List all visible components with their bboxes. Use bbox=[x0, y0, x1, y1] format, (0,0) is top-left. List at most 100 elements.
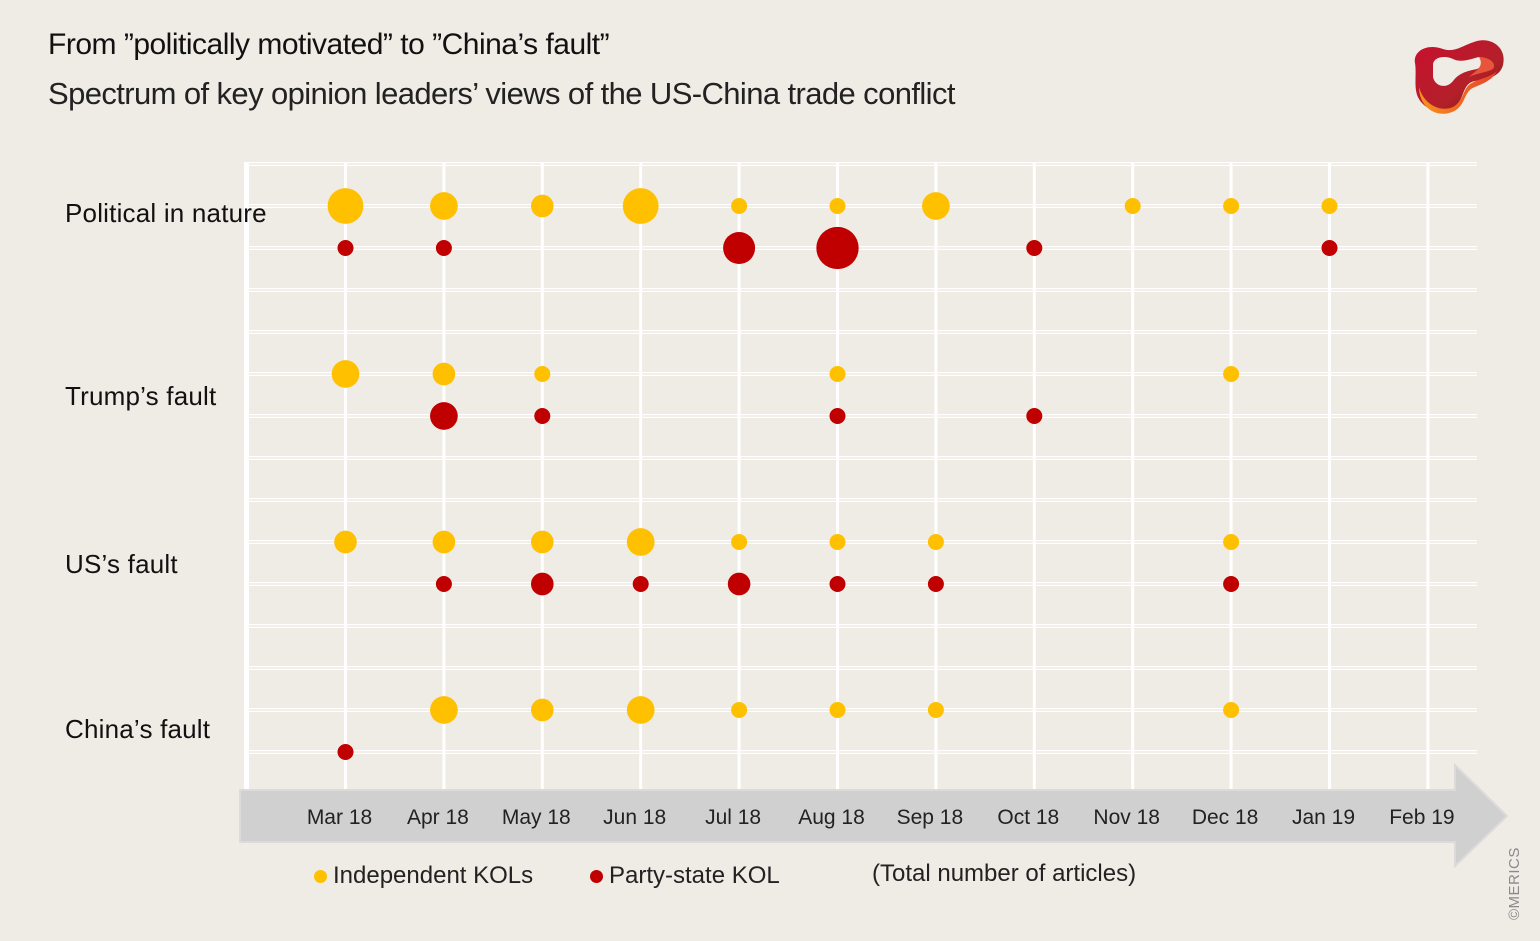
vertical-gridlines bbox=[344, 162, 1430, 790]
gridline-h bbox=[247, 290, 1477, 292]
x-tick-label: Sep 18 bbox=[897, 806, 964, 829]
gridline-h bbox=[247, 416, 1477, 418]
bubble-independent bbox=[1124, 198, 1141, 214]
legend-item-party-state: Party-state KOL bbox=[590, 862, 780, 890]
bubble-party-state bbox=[530, 572, 554, 596]
y-axis-line bbox=[244, 162, 249, 790]
gridline-v bbox=[344, 162, 347, 790]
bubble-independent bbox=[430, 192, 458, 220]
gridline-h bbox=[247, 750, 1477, 752]
gridline-v bbox=[934, 162, 938, 790]
legend-item-independent: Independent KOLs bbox=[314, 862, 533, 890]
gridline-h bbox=[247, 372, 1477, 374]
gridline-h bbox=[247, 708, 1477, 710]
x-tick-label: Aug 18 bbox=[798, 806, 865, 829]
gridline-v bbox=[1426, 162, 1430, 790]
bubble-party-state bbox=[727, 572, 751, 596]
gridline-h bbox=[247, 710, 1477, 712]
bubble-party-state bbox=[723, 232, 756, 264]
x-tick-labels: Mar 18 Apr 18 May 18 Jun 18 Jul 18 Aug 18 Sep … bbox=[307, 806, 1455, 829]
gridline-h bbox=[247, 668, 1477, 670]
gridline-v bbox=[1032, 162, 1036, 790]
bubble-party-state bbox=[632, 576, 649, 592]
bubble-party-state bbox=[1026, 240, 1043, 256]
category-label-trump: Trump’s fault bbox=[65, 381, 217, 411]
bubble-independent bbox=[331, 360, 360, 388]
bubble-independent bbox=[922, 192, 950, 220]
bubble-independent bbox=[1321, 198, 1338, 214]
bubble-party-state bbox=[927, 576, 944, 592]
chart-title: From ”politically motivated” to ”China’s… bbox=[48, 28, 610, 61]
bubble-independent bbox=[530, 530, 554, 554]
bubble-independent bbox=[622, 188, 659, 224]
gridline-h bbox=[247, 500, 1477, 502]
bubble-independent bbox=[927, 702, 944, 718]
gridline-v bbox=[737, 162, 741, 790]
horizontal-gridlines bbox=[247, 162, 1477, 754]
legend-label-independent: Independent KOLs bbox=[333, 862, 534, 889]
bubble-independent bbox=[1223, 198, 1240, 214]
gridline-h bbox=[247, 332, 1477, 334]
gridline-h bbox=[247, 624, 1477, 626]
x-tick-label: Nov 18 bbox=[1093, 806, 1160, 829]
legend-swatch-party-state bbox=[590, 869, 603, 883]
gridline-h bbox=[247, 498, 1477, 500]
bubble-independent bbox=[927, 534, 944, 550]
gridline-h bbox=[247, 246, 1477, 248]
x-tick-label: Mar 18 bbox=[307, 806, 372, 829]
x-tick-label: Apr 18 bbox=[407, 806, 469, 829]
bubble-party-state bbox=[829, 408, 846, 424]
gridline-h bbox=[247, 206, 1477, 208]
bubble-independent bbox=[432, 362, 456, 386]
gridline-v bbox=[1328, 162, 1331, 790]
gridline-h bbox=[247, 584, 1477, 586]
x-tick-label: Jun 18 bbox=[603, 806, 666, 829]
gridline-h bbox=[247, 374, 1477, 376]
bubble-party-state bbox=[435, 240, 452, 256]
bubble-independent bbox=[432, 530, 456, 554]
bubble-independent bbox=[534, 366, 551, 382]
bubble-independent bbox=[530, 698, 554, 722]
bubble-independent bbox=[731, 534, 748, 550]
bubble-independent bbox=[829, 702, 846, 718]
x-tick-label: Oct 18 bbox=[997, 806, 1059, 829]
gridline-h bbox=[247, 666, 1477, 668]
gridline-h bbox=[247, 582, 1477, 584]
bubble-party-state bbox=[337, 744, 354, 760]
bubble-party-state bbox=[816, 226, 859, 270]
x-tick-label: Jul 18 bbox=[705, 806, 761, 829]
x-tick-label: Jan 19 bbox=[1292, 806, 1355, 829]
bubble-party-state bbox=[1223, 576, 1240, 592]
bubble-party-state bbox=[430, 402, 458, 430]
bubble-independent bbox=[530, 194, 554, 218]
bubble-party-state bbox=[829, 576, 846, 592]
bubble-independent bbox=[731, 198, 748, 214]
gridline-h bbox=[247, 248, 1477, 250]
x-tick-label: Dec 18 bbox=[1192, 806, 1259, 829]
bubble-independent bbox=[334, 530, 357, 554]
gridline-h bbox=[247, 626, 1477, 628]
bubble-independent bbox=[1223, 534, 1240, 550]
gridline-h bbox=[247, 458, 1477, 460]
bubble-independent bbox=[829, 366, 846, 382]
category-label-political: Political in nature bbox=[65, 198, 267, 228]
bubble-independent bbox=[626, 696, 655, 724]
gridline-v bbox=[1229, 162, 1233, 790]
x-tick-label: Feb 19 bbox=[1389, 806, 1454, 829]
gridline-v bbox=[639, 162, 643, 790]
bubble-party-state bbox=[337, 240, 354, 256]
gridline-h bbox=[247, 752, 1477, 754]
bubble-independent bbox=[626, 528, 655, 556]
bubbles bbox=[327, 188, 1338, 760]
legend-label-party-state: Party-state KOL bbox=[609, 862, 780, 889]
time-axis-arrow bbox=[239, 762, 1509, 869]
bubble-party-state bbox=[1321, 240, 1338, 256]
bubble-independent bbox=[731, 702, 748, 718]
bubble-party-state bbox=[435, 576, 452, 592]
category-label-us: US’s fault bbox=[65, 549, 178, 579]
category-label-china: China’s fault bbox=[65, 714, 211, 744]
bubble-independent bbox=[430, 696, 458, 724]
gridline-h bbox=[247, 542, 1477, 544]
copyright: ©MERICS bbox=[1506, 847, 1523, 920]
